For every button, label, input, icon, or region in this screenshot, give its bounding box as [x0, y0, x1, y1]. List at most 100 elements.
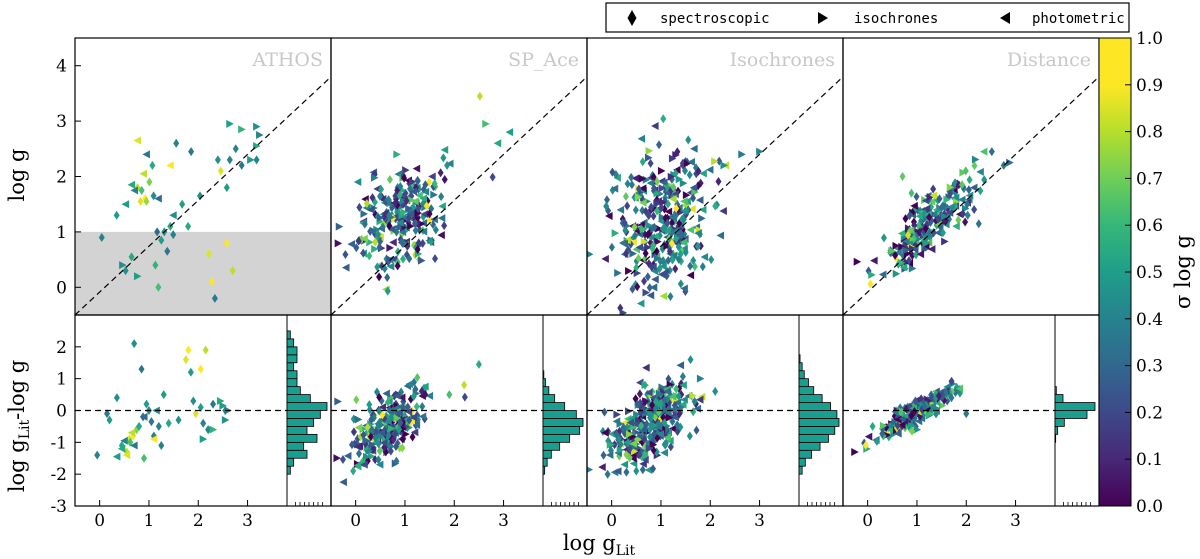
data-point: [208, 277, 215, 287]
residual-point: [140, 412, 148, 421]
residual-point: [673, 384, 680, 394]
residual-point: [669, 417, 676, 427]
data-point: [616, 205, 625, 214]
data-point: [624, 201, 631, 211]
hist-bar: [798, 354, 801, 364]
data-point: [419, 194, 427, 203]
data-point: [98, 232, 105, 242]
residual-point: [612, 417, 621, 426]
residual-point: [419, 401, 426, 411]
residual-point: [197, 364, 204, 374]
hist-bar: [542, 465, 546, 475]
data-point: [648, 262, 655, 272]
residual-point: [687, 355, 694, 365]
data-point: [639, 157, 646, 167]
data-point: [678, 231, 687, 240]
data-point: [715, 176, 722, 186]
data-point: [386, 262, 395, 271]
data-point: [440, 145, 449, 154]
colorbar-tick-label: 0.6: [1136, 216, 1163, 236]
colorbar-tick-label: 0.9: [1136, 76, 1163, 96]
data-point: [173, 138, 180, 148]
panel-isochrones: Isochrones 0 1 2 3: [586, 37, 844, 531]
data-point: [419, 238, 426, 248]
residual-point: [339, 454, 346, 464]
residual-point: [948, 376, 955, 386]
data-point: [926, 228, 933, 238]
data-point: [690, 144, 698, 153]
residual-point: [375, 455, 382, 465]
data-point: [406, 209, 415, 218]
residual-point: [641, 434, 648, 444]
colorbar-tick-label: 1.0: [1136, 29, 1163, 49]
hist-bar: [1054, 394, 1064, 403]
residual-point: [404, 407, 413, 416]
hist-bar: [542, 410, 577, 419]
residual-point: [605, 450, 614, 459]
y-tick-label: 2: [56, 168, 67, 188]
residual-point: [601, 428, 609, 437]
data-point: [910, 245, 919, 254]
data-point: [657, 217, 666, 226]
colorbar-label: σ log g: [1171, 235, 1195, 309]
residual-point: [199, 435, 208, 444]
x-axis-label: log gLit: [563, 531, 636, 559]
data-point: [651, 275, 659, 284]
data-point: [379, 222, 386, 232]
hist-bar: [542, 449, 552, 459]
data-point: [223, 183, 230, 193]
data-point: [686, 170, 693, 180]
data-point: [482, 119, 490, 128]
residual-point: [94, 450, 101, 460]
data-point: [679, 179, 688, 188]
data-point: [133, 136, 142, 145]
residual-point: [425, 391, 434, 400]
data-point: [127, 180, 136, 189]
data-point: [640, 237, 649, 246]
data-point: [641, 276, 648, 286]
residual-point: [647, 432, 654, 442]
residual-point: [624, 414, 632, 423]
residual-point: [376, 446, 383, 456]
data-point: [645, 146, 654, 155]
data-point: [628, 172, 635, 182]
x-tick-label: 1: [144, 511, 155, 531]
data-point: [376, 272, 383, 282]
data-point: [408, 177, 417, 186]
residual-point: [197, 402, 204, 412]
residual-point: [634, 399, 641, 409]
residual-point: [626, 418, 635, 427]
data-point: [334, 239, 343, 248]
data-point: [253, 122, 261, 131]
data-point: [414, 245, 421, 255]
data-point: [924, 238, 933, 247]
residual-point: [372, 433, 379, 443]
data-point: [642, 288, 650, 297]
data-point: [374, 229, 381, 239]
residual-point: [149, 435, 158, 444]
data-point: [646, 291, 655, 300]
residual-point: [413, 402, 420, 412]
residual-point: [106, 415, 113, 425]
data-point: [632, 205, 639, 215]
residual-point: [375, 439, 382, 449]
data-point: [633, 269, 642, 278]
data-point: [654, 206, 661, 216]
data-point: [654, 197, 662, 206]
residual-point: [638, 421, 645, 431]
data-point: [676, 219, 683, 229]
data-point: [638, 184, 647, 193]
data-point: [694, 241, 701, 251]
data-point: [373, 184, 381, 193]
y-tick-label: 2: [56, 338, 67, 358]
data-point: [653, 189, 662, 198]
legend-label-spectroscopic: spectroscopic: [660, 11, 770, 27]
data-point: [166, 161, 174, 170]
data-point: [238, 125, 246, 134]
data-point: [705, 165, 714, 174]
residual-point: [209, 425, 218, 434]
residual-point: [343, 451, 352, 460]
data-point: [647, 158, 654, 168]
data-point: [613, 173, 621, 182]
